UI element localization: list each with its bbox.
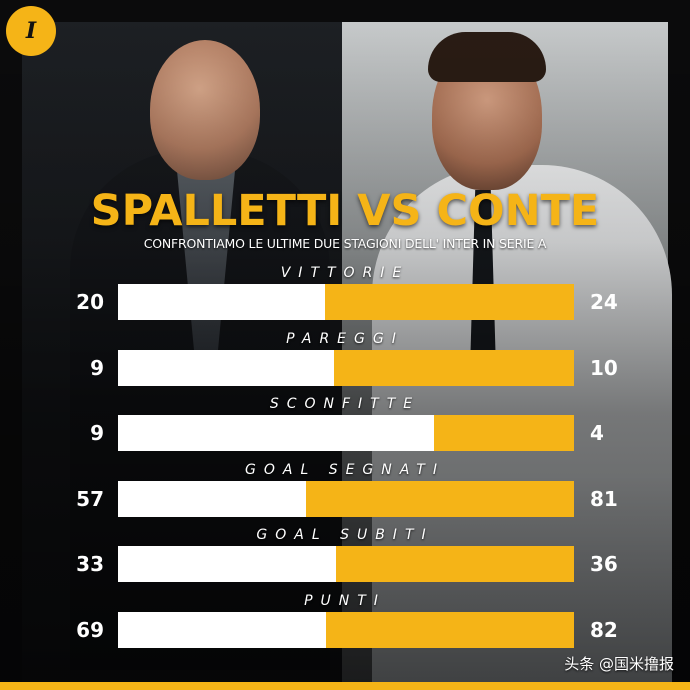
stat-label: PUNTI (304, 592, 386, 609)
spalletti-bar (118, 611, 327, 648)
bottom-accent-bar (0, 682, 690, 690)
stat-label: SCONFITTE (269, 396, 421, 412)
conte-value: 10 (590, 355, 618, 380)
conte-bar (118, 349, 574, 386)
stat-label: PAREGGI (286, 330, 404, 347)
spalletti-value: 33 (76, 552, 104, 576)
conte-value: 36 (590, 552, 618, 576)
stat-row: PAREGGI 9 10 (0, 330, 690, 390)
spalletti-bar (118, 284, 326, 320)
stat-row: SCONFITTE 9 4 (0, 395, 690, 455)
stat-row: VITTORIE 20 24 (0, 264, 690, 324)
chart-subtitle: CONFRONTIAMO LE ULTIME DUE STAGIONI DELL… (143, 236, 547, 251)
stat-row: GOAL SEGNATI 57 81 (0, 461, 690, 521)
spalletti-value: 9 (90, 421, 104, 445)
logo-glyph: I (25, 18, 37, 44)
stat-label: GOAL SUBITI (256, 527, 434, 543)
conte-bar (118, 546, 574, 582)
spalletti-value: 57 (76, 486, 104, 511)
watermark: 头条 @国米撸报 (564, 655, 674, 673)
conte-bar (118, 611, 574, 648)
conte-bar (118, 415, 574, 451)
spalletti-value: 20 (76, 290, 104, 314)
conte-value: 4 (590, 421, 604, 445)
stat-label: VITTORIE (280, 265, 410, 281)
conte-bar (118, 284, 574, 320)
conte-bar (118, 480, 574, 517)
spalletti-bar (118, 480, 307, 517)
conte-value: 81 (590, 486, 618, 511)
chart-title: SPALLETTI VS CONTE (90, 186, 600, 236)
conte-value: 82 (590, 617, 618, 642)
spalletti-bar (118, 546, 337, 582)
stat-row: PUNTI 69 82 (0, 592, 690, 652)
conte-value: 24 (590, 290, 618, 314)
stat-row: GOAL SUBITI 33 36 (0, 526, 690, 586)
spalletti-bar (118, 415, 434, 451)
spalletti-bar (118, 349, 334, 386)
spalletti-value: 69 (76, 617, 104, 642)
stat-label: GOAL SEGNATI (245, 461, 445, 478)
inter-logo-icon: I (6, 6, 56, 56)
spalletti-value: 9 (90, 355, 104, 380)
